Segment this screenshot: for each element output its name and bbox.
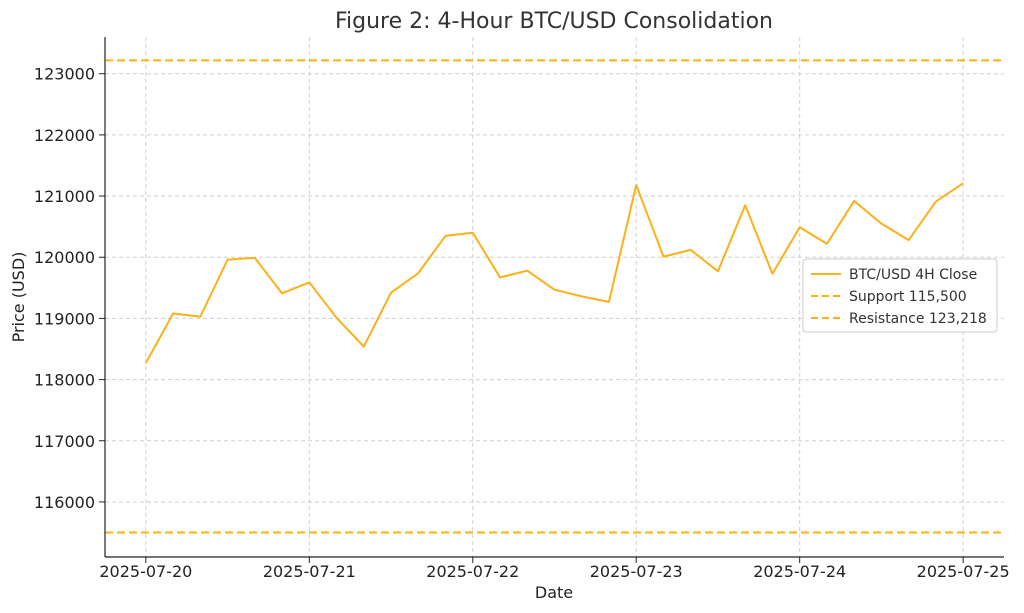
x-tick-label: 2025-07-21: [263, 562, 356, 581]
y-tick-label: 122000: [34, 126, 95, 145]
legend-label-resistance: Resistance 123,218: [849, 311, 987, 327]
chart-title: Figure 2: 4-Hour BTC/USD Consolidation: [335, 9, 773, 34]
legend-label-support: Support 115,500: [849, 289, 967, 305]
y-tick-label: 120000: [34, 248, 95, 267]
x-tick-label: 2025-07-25: [917, 562, 1010, 581]
legend-label-close: BTC/USD 4H Close: [849, 267, 977, 283]
lines-layer: [105, 59, 1004, 534]
y-tick-label: 121000: [34, 187, 95, 206]
y-tick-label: 118000: [34, 371, 95, 390]
legend-box: [802, 258, 998, 333]
grid-layer: [105, 37, 1004, 557]
y-tick-label: 119000: [34, 309, 95, 328]
btc-close-line: [144, 182, 964, 364]
y-axis-label: Price (USD): [9, 252, 28, 343]
x-tick-label: 2025-07-23: [590, 562, 683, 581]
x-tick-label: 2025-07-22: [426, 562, 519, 581]
y-tick-label: 117000: [34, 432, 95, 451]
y-tick-label: 123000: [34, 65, 95, 84]
axes-layer: 2025-07-20 2025-07-21 2025-07-22 2025-07-23…: [34, 37, 1010, 581]
x-axis-label: Date: [535, 583, 573, 602]
legend: BTC/USD 4H Close Support 115,500 Resista…: [802, 258, 998, 333]
x-tick-label: 2025-07-20: [99, 562, 192, 581]
y-tick-label: 116000: [34, 493, 95, 512]
x-tick-label: 2025-07-24: [753, 562, 846, 581]
